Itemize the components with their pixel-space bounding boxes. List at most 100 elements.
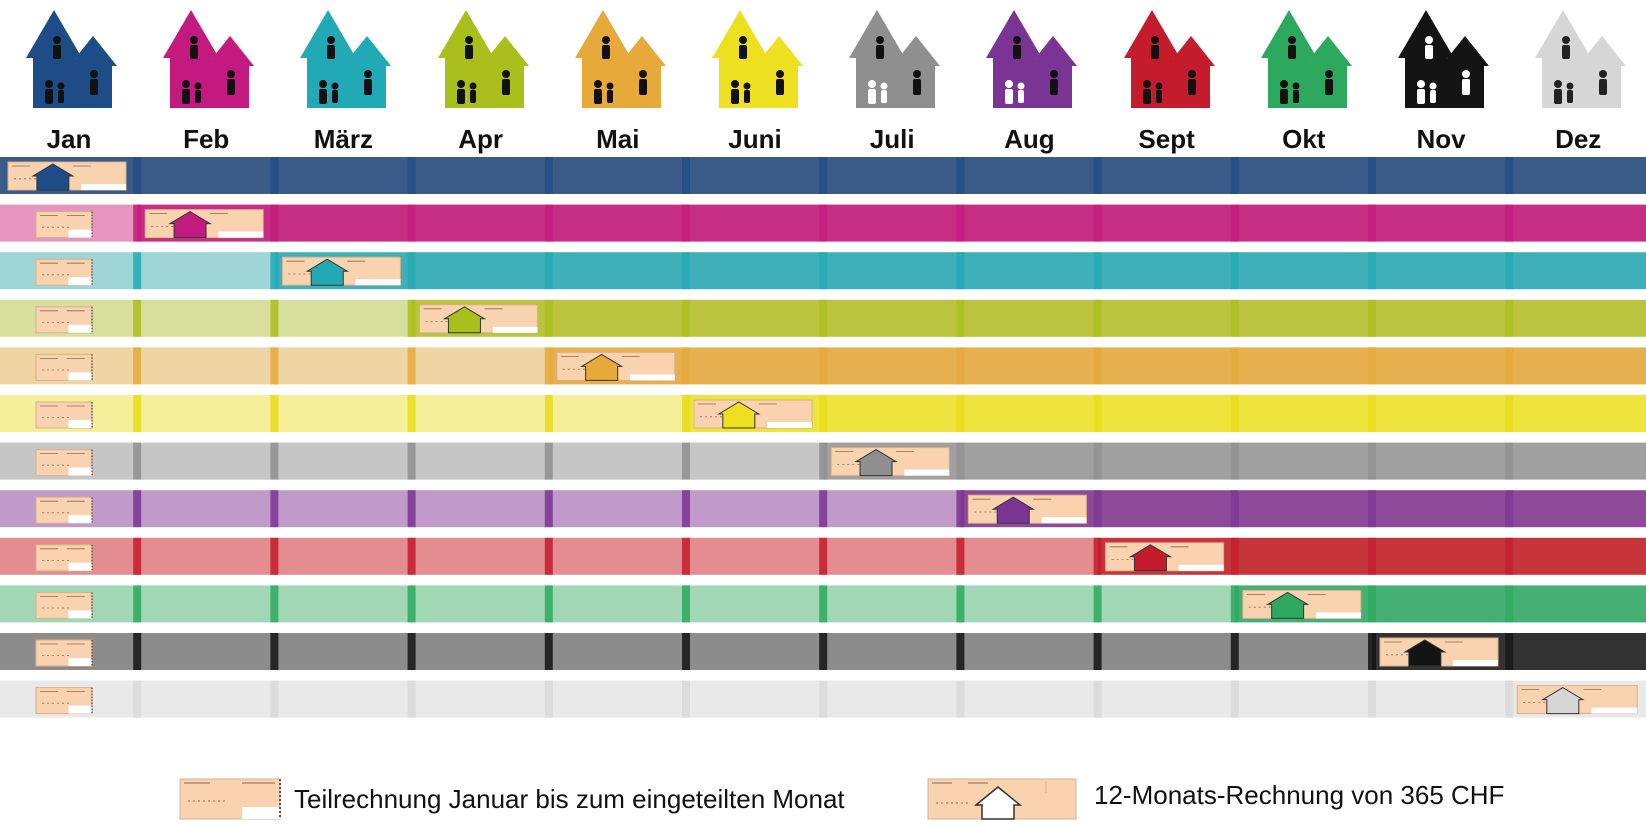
month-divider	[133, 252, 142, 290]
month-divider	[407, 395, 416, 432]
full-year-invoice	[830, 447, 950, 477]
family-house-icon	[712, 10, 803, 108]
partial-invoice	[35, 687, 93, 715]
month-divider	[1093, 442, 1102, 480]
month-divider	[1368, 299, 1376, 337]
month-divider	[544, 157, 553, 194]
month-label: Jan	[46, 124, 92, 154]
month-divider	[819, 395, 828, 432]
partial-invoice	[35, 544, 93, 572]
month-divider	[682, 347, 690, 385]
billing-row	[0, 585, 1646, 623]
month-divider	[819, 490, 828, 528]
month-divider	[1505, 204, 1514, 242]
month-12: Dez	[1513, 0, 1643, 160]
month-divider	[956, 680, 965, 718]
month-divider	[682, 204, 690, 242]
month-divider	[1505, 395, 1514, 432]
partial-invoice	[35, 496, 93, 524]
family-house-icon	[26, 10, 117, 108]
month-6: Juni	[690, 0, 820, 160]
month-label: Nov	[1416, 124, 1466, 154]
month-divider	[819, 299, 828, 337]
partial-period-segment	[0, 680, 1510, 718]
family-house-icon	[1123, 10, 1215, 108]
month-divider	[133, 157, 142, 194]
month-divider	[1368, 204, 1376, 242]
month-divider	[544, 442, 553, 480]
legend-full-label: 12-Monats-Rechnung von 365 CHF	[1094, 780, 1505, 810]
month-divider	[1505, 252, 1514, 290]
month-divider	[1093, 585, 1102, 623]
month-divider	[544, 395, 553, 432]
month-divider	[1505, 347, 1514, 385]
partial-period-segment	[0, 490, 961, 528]
month-3: März	[278, 0, 408, 160]
month-label: Juli	[869, 124, 915, 154]
month-divider	[682, 157, 690, 194]
family-house-icon	[1398, 10, 1489, 108]
month-divider	[956, 299, 965, 337]
month-divider	[956, 252, 965, 290]
full-year-invoice	[1242, 589, 1362, 619]
full-year-invoice	[693, 399, 813, 429]
family-house-icon	[437, 10, 529, 108]
month-divider	[544, 633, 553, 670]
billing-row	[0, 299, 1646, 337]
month-divider	[133, 442, 142, 480]
month-divider	[270, 157, 279, 194]
month-label: März	[313, 124, 374, 154]
month-divider	[956, 204, 965, 242]
month-divider	[133, 633, 142, 670]
month-divider	[682, 395, 690, 432]
month-divider	[682, 680, 690, 718]
month-divider	[407, 204, 416, 242]
month-divider	[407, 442, 416, 480]
legend-icons	[179, 778, 1077, 820]
month-divider	[270, 442, 279, 480]
full-year-invoice	[1105, 542, 1225, 572]
month-divider	[133, 680, 142, 718]
partial-invoice	[35, 449, 93, 477]
month-divider	[1230, 490, 1239, 528]
month-divider	[1093, 157, 1102, 194]
billing-row	[0, 347, 1646, 385]
billing-row	[0, 442, 1646, 480]
month-divider	[1505, 585, 1514, 623]
month-divider	[956, 537, 965, 575]
partial-invoice	[35, 401, 93, 429]
billing-row	[0, 157, 1646, 194]
month-divider	[133, 537, 142, 575]
family-house-icon	[163, 10, 255, 108]
month-divider	[819, 204, 828, 242]
billing-row	[0, 252, 1646, 290]
month-divider	[133, 299, 142, 337]
month-label: Apr	[458, 124, 503, 154]
month-divider	[956, 395, 965, 432]
month-7: Juli	[827, 0, 957, 160]
month-label: Aug	[1004, 124, 1055, 154]
month-5: Mai	[553, 0, 683, 160]
partial-invoice	[35, 306, 93, 334]
full-year-invoice	[556, 351, 676, 381]
family-house-icon	[1535, 10, 1627, 108]
billing-row	[0, 204, 1646, 242]
full-year-invoice	[7, 161, 127, 191]
month-divider	[270, 585, 279, 623]
month-label: Sept	[1138, 124, 1195, 154]
month-divider	[544, 680, 553, 718]
month-divider	[1505, 299, 1514, 337]
month-header: Jan Feb März Apr Mai Juni Juli Aug Sept Okt Nov Dez	[0, 0, 1646, 160]
month-divider	[1093, 633, 1102, 670]
partial-invoice	[35, 591, 93, 619]
month-divider	[133, 204, 142, 242]
month-divider	[1368, 395, 1376, 432]
month-divider	[682, 537, 690, 575]
month-divider	[682, 299, 690, 337]
month-divider	[1230, 633, 1239, 670]
month-divider	[1230, 252, 1239, 290]
partial-period-segment	[0, 395, 686, 432]
month-divider	[1093, 204, 1102, 242]
month-divider	[682, 633, 690, 670]
month-divider	[1368, 633, 1376, 670]
